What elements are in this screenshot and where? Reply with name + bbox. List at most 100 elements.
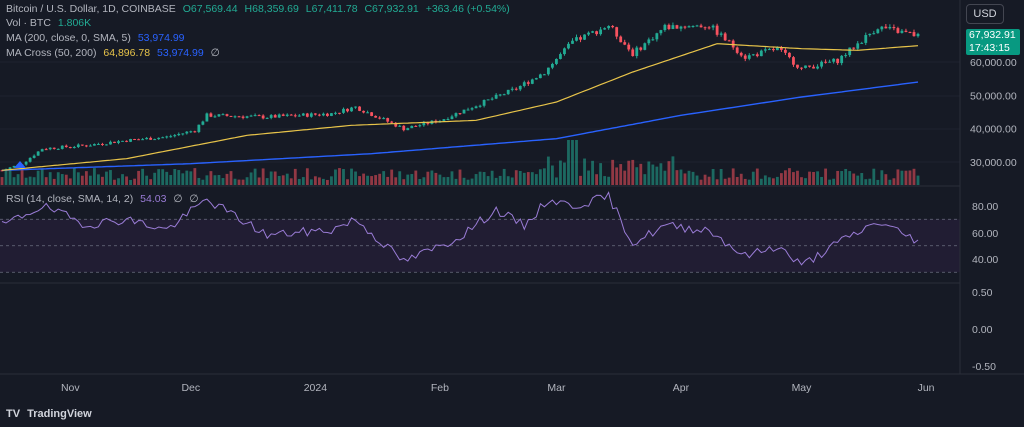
price-axis[interactable]: 60,000.00 50,000.00 40,000.00 30,000.00 bbox=[970, 57, 1017, 169]
volume-bar bbox=[326, 179, 329, 185]
time-axis[interactable]: Nov Dec 2024 Feb Mar Apr May Jun bbox=[61, 382, 935, 394]
volume-bar bbox=[876, 179, 880, 185]
candle-body bbox=[530, 79, 534, 84]
volume-bar bbox=[422, 177, 426, 185]
volume-bar bbox=[518, 170, 522, 185]
rsi-value: 54.03 bbox=[140, 193, 167, 205]
volume-bar bbox=[382, 171, 386, 185]
volume-bar bbox=[828, 179, 832, 185]
candle-body bbox=[892, 26, 896, 29]
currency-button[interactable]: USD bbox=[966, 4, 1004, 24]
volume-bars bbox=[0, 140, 920, 185]
volume-bar bbox=[792, 172, 795, 185]
main-legend[interactable]: Bitcoin / U.S. Dollar, 1D, COINBASE O67,… bbox=[6, 3, 514, 16]
volume-bar bbox=[530, 172, 534, 185]
countdown-value: 17:43:15 bbox=[969, 42, 1010, 54]
rsi-axis[interactable]: 80.00 60.00 40.00 0.50 0.00 -0.50 bbox=[972, 201, 998, 373]
candle-body bbox=[189, 131, 193, 133]
candle-body bbox=[707, 27, 711, 29]
candle-body bbox=[494, 94, 498, 99]
volume-bar bbox=[458, 169, 462, 185]
last-price-tag: 67,932.91 17:43:15 bbox=[966, 29, 1020, 55]
candle-body bbox=[647, 39, 651, 44]
volume-bar bbox=[514, 170, 518, 185]
candle-body bbox=[587, 32, 590, 35]
volume-bar bbox=[64, 174, 68, 185]
volume-bar bbox=[330, 176, 333, 185]
volume-bar bbox=[269, 171, 273, 185]
candle-body bbox=[36, 151, 40, 156]
volume-bar bbox=[631, 159, 635, 185]
volume-bar bbox=[434, 172, 438, 185]
volume-bar bbox=[908, 170, 912, 185]
candle-body bbox=[739, 52, 743, 56]
candle-body bbox=[233, 116, 237, 118]
candle-body bbox=[338, 112, 341, 114]
candle-body bbox=[370, 112, 374, 116]
candle-body bbox=[490, 98, 494, 100]
macross-label[interactable]: MA Cross (50, 200) bbox=[6, 47, 97, 59]
candle-body bbox=[687, 26, 691, 28]
candle-body bbox=[550, 63, 554, 68]
candle-body bbox=[56, 148, 60, 150]
candle-body bbox=[599, 29, 603, 35]
volume-bar bbox=[48, 172, 52, 185]
volume-bar bbox=[538, 169, 542, 185]
volume-bar bbox=[912, 168, 916, 185]
candle-body bbox=[462, 109, 466, 114]
volume-bar bbox=[8, 170, 12, 185]
candle-body bbox=[848, 47, 852, 56]
volume-bar bbox=[848, 171, 852, 185]
rsi-label[interactable]: RSI (14, close, SMA, 14, 2) bbox=[6, 193, 134, 205]
volume-bar bbox=[767, 177, 771, 185]
candle-body bbox=[129, 139, 132, 142]
volume-bar bbox=[193, 168, 197, 185]
ma-cross-marker-icon[interactable] bbox=[14, 161, 26, 168]
macross-legend[interactable]: MA Cross (50, 200) 64,896.78 53,974.99 ∅ bbox=[6, 47, 224, 60]
candle-body bbox=[358, 106, 361, 111]
change-value: +363.46 (+0.54%) bbox=[425, 3, 510, 15]
candle-body bbox=[836, 58, 840, 64]
volume-bar bbox=[506, 176, 510, 185]
volume-bar bbox=[205, 175, 209, 185]
candle-body bbox=[245, 116, 249, 118]
candle-body bbox=[727, 40, 731, 42]
volume-bar bbox=[550, 165, 554, 185]
candle-body bbox=[133, 139, 136, 141]
volume-label[interactable]: Vol · BTC bbox=[6, 17, 51, 29]
candle-body bbox=[269, 115, 273, 118]
volume-bar bbox=[60, 174, 64, 185]
candle-body bbox=[48, 147, 52, 150]
candle-body bbox=[169, 136, 173, 138]
candle-body bbox=[639, 47, 643, 50]
time-tick-label: Jun bbox=[918, 382, 935, 394]
volume-bar bbox=[233, 178, 237, 185]
volume-bar bbox=[181, 173, 185, 185]
volume-bar bbox=[145, 175, 149, 185]
price-tick-label: 30,000.00 bbox=[970, 157, 1017, 169]
candlesticks bbox=[0, 22, 920, 172]
candle-body bbox=[711, 25, 715, 28]
candle-body bbox=[76, 144, 80, 147]
volume-bar bbox=[546, 156, 550, 185]
tradingview-brand[interactable]: TV TradingView bbox=[6, 408, 92, 420]
rsi-line bbox=[1, 191, 919, 266]
candle-body bbox=[205, 113, 209, 122]
rsi-legend[interactable]: RSI (14, close, SMA, 14, 2) 54.03 ∅ ∅ bbox=[6, 193, 203, 206]
time-tick-label: Mar bbox=[547, 382, 566, 394]
candle-body bbox=[514, 88, 518, 90]
volume-legend[interactable]: Vol · BTC 1.806K bbox=[6, 17, 95, 30]
volume-bar bbox=[872, 168, 876, 185]
ma200-legend[interactable]: MA (200, close, 0, SMA, 5) 53,974.99 bbox=[6, 32, 189, 45]
candle-body bbox=[502, 94, 506, 96]
ma200-label[interactable]: MA (200, close, 0, SMA, 5) bbox=[6, 32, 131, 44]
symbol-title[interactable]: Bitcoin / U.S. Dollar, 1D, COINBASE bbox=[6, 3, 176, 15]
volume-bar bbox=[470, 178, 474, 185]
volume-bar bbox=[611, 159, 615, 185]
candle-body bbox=[880, 26, 884, 30]
candle-body bbox=[185, 131, 189, 134]
candle-body bbox=[575, 37, 578, 41]
volume-bar bbox=[591, 160, 594, 185]
volume-bar bbox=[253, 168, 257, 185]
